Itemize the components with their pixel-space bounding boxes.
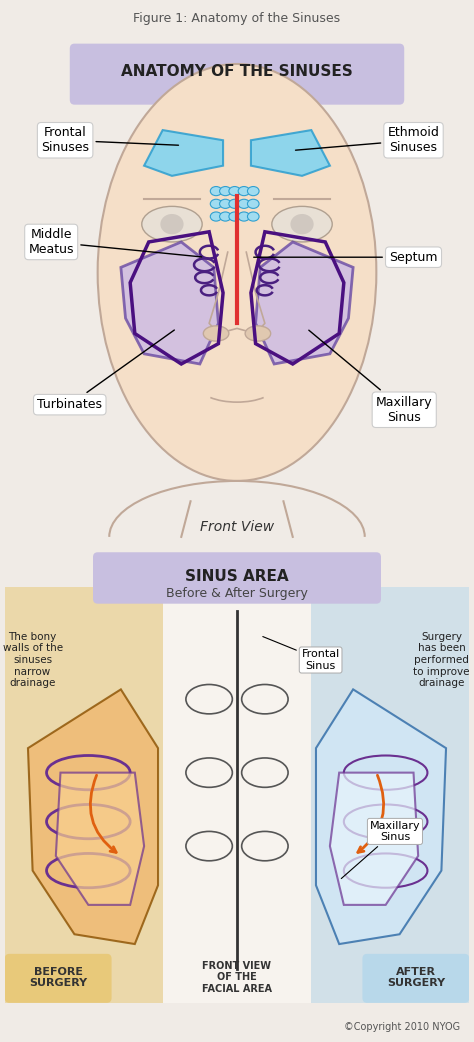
Text: Figure 1: Anatomy of the Sinuses: Figure 1: Anatomy of the Sinuses: [134, 11, 340, 25]
Text: BEFORE
SURGERY: BEFORE SURGERY: [29, 967, 87, 988]
Ellipse shape: [238, 187, 250, 196]
Ellipse shape: [219, 187, 231, 196]
Ellipse shape: [219, 212, 231, 221]
Polygon shape: [144, 130, 223, 176]
Ellipse shape: [245, 326, 271, 341]
Ellipse shape: [291, 214, 314, 234]
Ellipse shape: [210, 199, 222, 208]
Ellipse shape: [238, 212, 250, 221]
Text: Front View: Front View: [200, 520, 274, 534]
Polygon shape: [251, 130, 330, 176]
Text: Before & After Surgery: Before & After Surgery: [166, 587, 308, 600]
Text: SINUS AREA: SINUS AREA: [185, 569, 289, 585]
Ellipse shape: [210, 212, 222, 221]
Ellipse shape: [142, 206, 202, 242]
Text: Maxillary
Sinus: Maxillary Sinus: [309, 330, 433, 424]
Ellipse shape: [247, 212, 259, 221]
Ellipse shape: [229, 199, 240, 208]
Ellipse shape: [98, 64, 376, 481]
FancyBboxPatch shape: [93, 552, 381, 603]
Text: ANATOMY OF THE SINUSES: ANATOMY OF THE SINUSES: [121, 65, 353, 79]
Polygon shape: [255, 242, 353, 364]
Text: Turbinates: Turbinates: [37, 330, 174, 412]
Ellipse shape: [229, 187, 240, 196]
Ellipse shape: [160, 214, 183, 234]
Ellipse shape: [247, 187, 259, 196]
Text: Frontal
Sinuses: Frontal Sinuses: [41, 126, 179, 154]
Text: Middle
Meatus: Middle Meatus: [28, 228, 202, 257]
Text: Frontal
Sinus: Frontal Sinus: [263, 637, 340, 671]
Polygon shape: [28, 690, 158, 944]
Ellipse shape: [247, 199, 259, 208]
Text: Maxillary
Sinus: Maxillary Sinus: [341, 821, 420, 878]
Ellipse shape: [238, 199, 250, 208]
Ellipse shape: [219, 199, 231, 208]
FancyBboxPatch shape: [70, 44, 404, 104]
FancyBboxPatch shape: [311, 587, 469, 1002]
FancyBboxPatch shape: [363, 953, 469, 1002]
Text: The bony
walls of the
sinuses
narrow
drainage: The bony walls of the sinuses narrow dra…: [2, 631, 63, 688]
Polygon shape: [330, 773, 418, 904]
Ellipse shape: [210, 187, 222, 196]
Polygon shape: [316, 690, 446, 944]
Polygon shape: [121, 242, 219, 364]
Text: ©Copyright 2010 NYOG: ©Copyright 2010 NYOG: [344, 1022, 460, 1033]
Polygon shape: [56, 773, 144, 904]
FancyBboxPatch shape: [163, 587, 311, 1002]
FancyBboxPatch shape: [5, 953, 111, 1002]
Text: AFTER
SURGERY: AFTER SURGERY: [387, 967, 445, 988]
Ellipse shape: [272, 206, 332, 242]
Ellipse shape: [203, 326, 229, 341]
Text: FRONT VIEW
OF THE
FACIAL AREA: FRONT VIEW OF THE FACIAL AREA: [202, 961, 272, 994]
FancyBboxPatch shape: [5, 587, 163, 1002]
Text: Ethmoid
Sinuses: Ethmoid Sinuses: [295, 126, 439, 154]
Text: Surgery
has been
performed
to improve
drainage: Surgery has been performed to improve dr…: [413, 631, 470, 688]
Text: Septum: Septum: [254, 251, 438, 264]
Ellipse shape: [229, 212, 240, 221]
